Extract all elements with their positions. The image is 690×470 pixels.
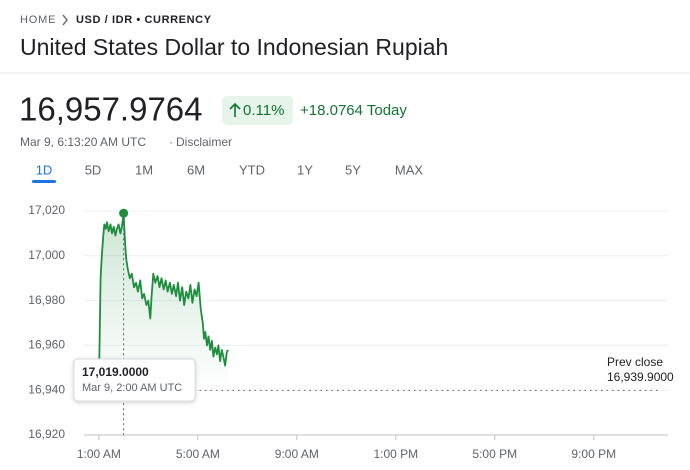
- tab[interactable]: YTD: [239, 162, 265, 177]
- chart: 16,920 16,940 16,960 16,980 17,000 17,020 1:00…: [28, 203, 674, 461]
- breadcrumb-current: USD / IDR • CURRENCY: [76, 14, 212, 26]
- change-today: +18.0764 Today: [300, 102, 407, 119]
- tooltip-value: 17,019.0000: [82, 365, 149, 379]
- x-tick-label: 1:00 AM: [77, 447, 121, 461]
- hover-dot: [119, 208, 129, 218]
- x-tick-label: 5:00 AM: [176, 447, 220, 461]
- chevron: [62, 14, 68, 26]
- x-tick-label: 9:00 AM: [275, 447, 319, 461]
- disclaimer[interactable]: Disclaimer: [176, 135, 232, 149]
- up-arrow: [229, 102, 241, 117]
- prev-close-label: Prev close: [607, 355, 663, 369]
- tab[interactable]: 1D: [36, 162, 53, 177]
- tooltip-time: Mar 9, 2:00 AM UTC: [82, 382, 182, 394]
- x-tick-label: 1:00 PM: [373, 447, 418, 461]
- x-tick-label: 9:00 PM: [571, 447, 616, 461]
- tab[interactable]: 5D: [85, 162, 102, 177]
- separator-dot: ·: [169, 135, 173, 149]
- y-tick-label: 16,940: [28, 382, 65, 396]
- tab[interactable]: 5Y: [345, 162, 361, 177]
- area: [98, 213, 228, 391]
- page-title: United States Dollar to Indonesian Rupia…: [20, 34, 448, 60]
- timestamp: Mar 9, 6:13:20 AM UTC: [20, 135, 146, 149]
- prev-close-value: 16,939.9000: [607, 370, 674, 384]
- change-chip: [222, 96, 293, 125]
- tooltip-box: [73, 358, 196, 402]
- tab[interactable]: MAX: [395, 162, 424, 177]
- tab-underline: [32, 180, 56, 183]
- tabs: 1D 5D 1M 6M YTD 1Y 5Y MAX: [32, 162, 423, 183]
- y-tick-label: 17,020: [28, 203, 65, 217]
- y-tick-label: 16,960: [28, 338, 65, 352]
- y-tick-label: 16,980: [28, 293, 65, 307]
- x-tick-label: 5:00 PM: [472, 447, 517, 461]
- breadcrumb-home[interactable]: HOME: [20, 14, 56, 26]
- change-percent: 0.11%: [243, 102, 284, 119]
- y-tick-label: 16,920: [28, 427, 65, 441]
- price-line: [97, 212, 229, 389]
- price: 16,957.9764: [19, 91, 203, 128]
- y-tick-label: 17,000: [28, 248, 65, 262]
- tab[interactable]: 1M: [135, 162, 153, 177]
- tab[interactable]: 6M: [187, 162, 205, 177]
- tab[interactable]: 1Y: [297, 162, 313, 177]
